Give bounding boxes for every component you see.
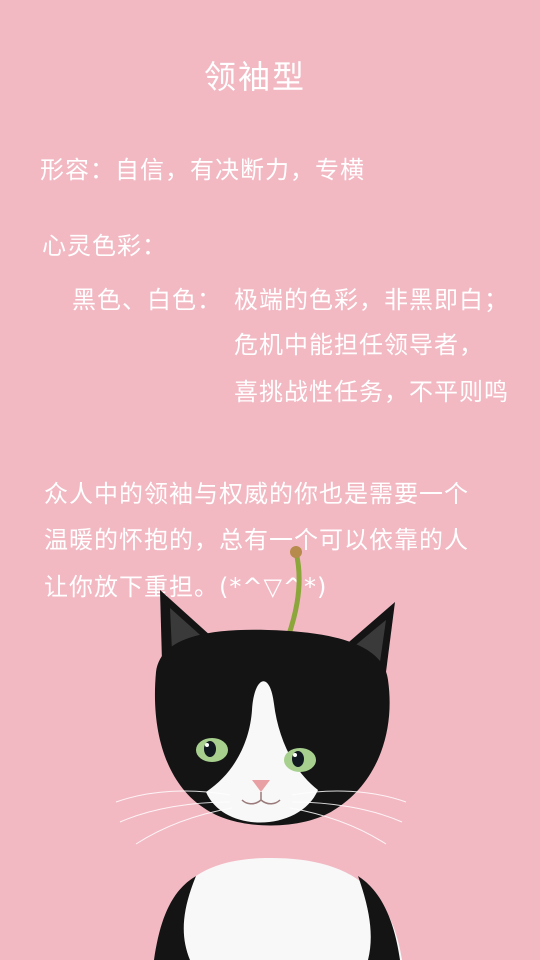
cat-whiskers [115,790,407,845]
heart-color-label: 心灵色彩： [42,232,167,260]
cat-nose [252,780,270,792]
trait-line: 喜挑战性任务，不平则鸣 [234,378,509,406]
paragraph-line: 温暖的怀抱的，总有一个可以依靠的人 [44,526,469,554]
cat-eye-glint-left [205,743,209,747]
cat-shoulder-right [358,876,400,960]
cat-mouth [241,792,281,805]
trait-line: 危机中能担任领导者， [234,331,484,359]
cat-blaze [206,681,318,823]
paragraph-line: 众人中的领袖与权威的你也是需要一个 [44,480,469,508]
cherry-stem-tip [290,546,302,558]
color-name: 黑色、白色： [72,286,222,314]
cat-chest [155,858,402,960]
paragraph-line: 让你放下重担。(*^▽^*) [44,573,328,601]
cat-eye-glint-right [293,753,297,757]
cat-shoulder-left [154,876,196,960]
personality-description: 形容：自信，有决断力，专横 [40,156,365,184]
cat-with-cherry-photo [115,546,407,960]
trait-line: 极端的色彩，非黑即白； [234,286,509,314]
page-title: 领袖型 [203,58,306,96]
